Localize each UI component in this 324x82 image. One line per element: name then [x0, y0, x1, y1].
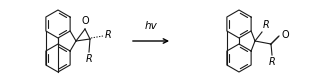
Text: O: O	[281, 30, 289, 40]
Text: R: R	[105, 30, 112, 40]
Text: hv: hv	[145, 21, 157, 31]
Text: R: R	[263, 20, 270, 30]
Text: R: R	[269, 57, 275, 67]
Text: O: O	[81, 16, 89, 26]
Text: R: R	[86, 54, 92, 64]
